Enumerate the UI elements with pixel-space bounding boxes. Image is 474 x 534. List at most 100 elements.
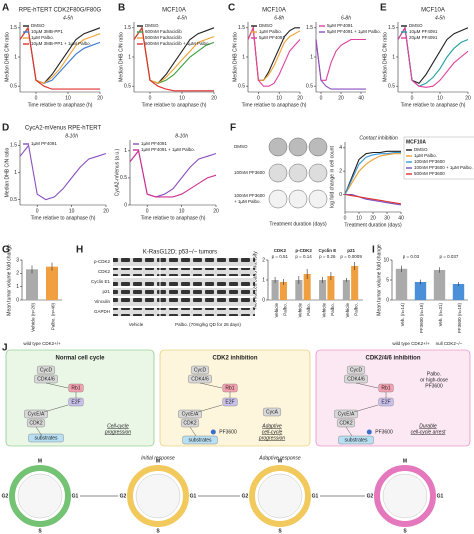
x-tick-label: 20 [103, 208, 109, 214]
y-axis-label: Median DHB C/N ratio [382, 32, 388, 82]
series-line [345, 193, 402, 206]
bar-label: Palbo. [330, 303, 335, 316]
legend-label: 1µM PF4091 + 1µM Palbo. [141, 147, 195, 152]
y-tick-label: 0 [16, 297, 19, 303]
chart-title: MCF10A [262, 8, 286, 14]
y-axis-label: Median DHB C/N ratio [232, 32, 238, 82]
y-tick-label: 1.5 [10, 25, 17, 31]
x-tick-label: 10 [276, 95, 282, 101]
node-label: CycD [350, 367, 363, 373]
panel-label: F [230, 123, 236, 134]
diagram-title: CDK2/4/6 inhibition [365, 356, 420, 362]
cycle-ring [374, 465, 436, 527]
x-tick-label: 10 [69, 208, 75, 214]
arrow [345, 382, 387, 437]
node-label: E2F [225, 399, 234, 405]
x-tick-label: 10 [356, 215, 362, 221]
diagram-title: Normal cell cycle [55, 356, 105, 362]
annotation: 6-8h [341, 15, 351, 21]
phase-label: G2 [367, 493, 374, 499]
phase-label: S [38, 528, 42, 534]
series-line [19, 26, 100, 90]
annotation: 4-5h [435, 15, 445, 21]
diagram-note: Cell-cycle [107, 423, 129, 429]
phase-label: S [156, 528, 160, 534]
legend-label: 5µM PF4091 [259, 35, 285, 40]
legend-label: 600nM Fadraciclib [145, 29, 182, 34]
blot-band [113, 268, 255, 276]
x-tick-label: 20 [338, 95, 344, 101]
cycle-core [257, 473, 303, 519]
blot-row-label: Cyclin E1 [91, 279, 111, 284]
node-label: Rb1 [225, 385, 234, 391]
x-tick-label: 10 [65, 95, 71, 101]
x-tick-label: 40 [358, 95, 364, 101]
diagram-title: CDK2 inhibition [213, 356, 258, 362]
chart-title: MCF10A [162, 8, 186, 14]
series-line [397, 26, 469, 88]
dish [288, 163, 308, 183]
x-tick-label: 0 [320, 95, 323, 101]
x-tick-label: 0 [35, 95, 38, 101]
series-line [19, 144, 107, 201]
legend-label: 1µM Palbo. [414, 153, 437, 158]
x-tick-label: 0 [149, 95, 152, 101]
group-label: p-CDK2 [295, 248, 312, 253]
y-tick-label: 1.5 [124, 25, 131, 31]
group-label: null CDK2−/− [436, 341, 463, 346]
y-tick-label: 0.5 [10, 197, 17, 203]
legend-label: 10µM PF4091 [409, 29, 438, 34]
node-label: Rb1 [71, 385, 80, 391]
inhibitor-label: Palbo. [427, 371, 441, 377]
legend-label: 20µM PF4091 [409, 35, 438, 40]
y-tick-label: 2 [16, 271, 19, 277]
legend-label: 1µM Palbo. [31, 35, 54, 40]
x-tick-label: 0 [146, 208, 149, 214]
y-tick-label: 1 [128, 54, 131, 60]
annotation: 6-8h [274, 15, 284, 21]
series-line [344, 151, 401, 195]
y-tick-label: 1.5 [306, 25, 313, 31]
dish-row-label: 100nM PF3600 [234, 170, 265, 175]
bar-label: Veh. (n=31) [438, 303, 443, 327]
y-tick-label: 0.5 [120, 175, 127, 181]
x-axis-label: Treatment duration (days) [344, 222, 402, 228]
cycle-ring [9, 465, 71, 527]
phase-label: G2 [242, 493, 249, 499]
legend-label: DMSO [31, 23, 45, 28]
y-tick-label: 0.5 [238, 83, 245, 89]
diagram-note: progression [104, 429, 131, 435]
bar [395, 268, 408, 300]
legend-label: 1µM Palbo. [259, 29, 282, 34]
node-label: CycE/A [28, 411, 45, 417]
bar-label: Veh. (n=14) [400, 303, 405, 327]
panel-label: H [76, 245, 83, 256]
group-label: CDK2 [274, 248, 287, 253]
annotation: 8-10h [175, 133, 188, 139]
y-tick-label: 2 [339, 168, 342, 174]
bar [351, 266, 359, 300]
bar-label: Palbo. [354, 303, 359, 316]
y-tick-label: 0 [386, 297, 389, 303]
group-label: p21 [347, 248, 355, 253]
dish [308, 189, 328, 209]
y-tick-label: 0.5 [124, 83, 131, 89]
arrow [35, 382, 77, 437]
chart-title: CycA2-mVenus RPE-hTERT [25, 126, 102, 132]
y-axis-label: Median DHB C/N ratio [4, 148, 10, 198]
node-label: CDK2 [29, 420, 43, 426]
x-axis-label: wild type CDK2+/+ [23, 341, 61, 346]
x-axis-label: Time relative to anaphase (h) [31, 215, 96, 221]
y-tick-label: 4 [339, 145, 342, 151]
cycle-label: Adaptive response [258, 455, 301, 461]
node-label: CDK4/6 [347, 376, 365, 382]
node-label: substrates [188, 437, 212, 443]
x-tick-label: 20 [213, 208, 219, 214]
bar-label: PF3600 (n=16) [419, 303, 424, 334]
y-tick-label: 2 [262, 257, 265, 263]
phase-label: M [403, 458, 407, 464]
y-tick-label: 1.5 [10, 143, 17, 149]
y-tick-label: 1 [310, 54, 313, 60]
series-line [315, 39, 366, 90]
blot-row-label: Vinculin [94, 299, 110, 304]
